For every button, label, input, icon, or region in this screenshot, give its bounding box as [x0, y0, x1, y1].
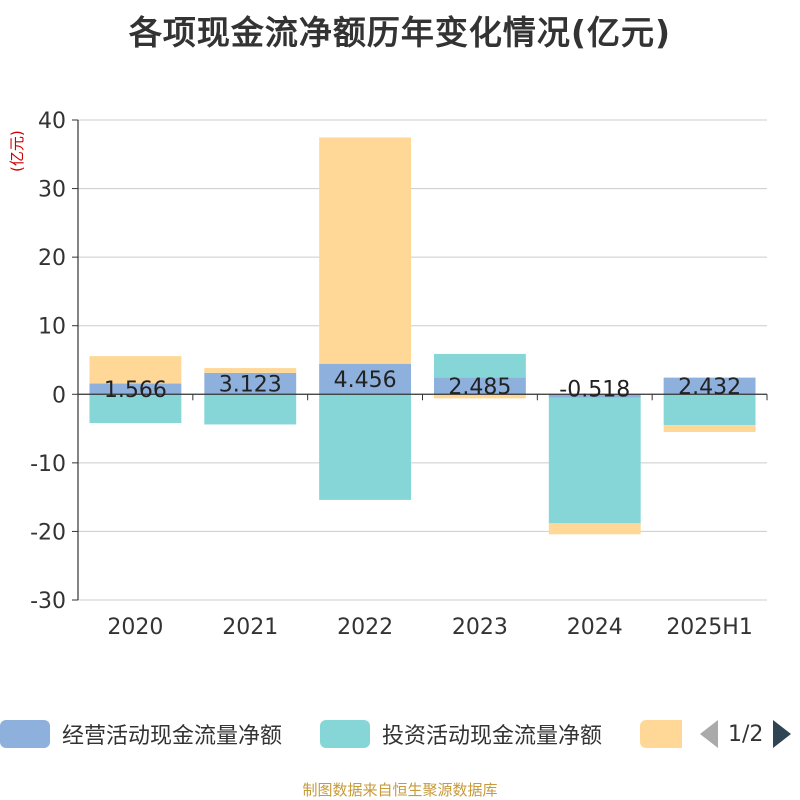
legend-item-investing[interactable]: 投资活动现金流量净额: [320, 716, 602, 752]
data-label: 2.485: [448, 375, 511, 400]
data-label: 2.432: [678, 375, 741, 400]
legend: 经营活动现金流量净额 投资活动现金流量净额 1/2: [0, 716, 800, 756]
next-page-icon[interactable]: [773, 720, 792, 748]
y-tick-label: 20: [38, 246, 66, 271]
bar-series-2-2022: [319, 137, 412, 364]
legend-swatch-investing: [320, 720, 370, 748]
chart-title: 各项现金流净额历年变化情况(亿元): [128, 13, 672, 52]
legend-pager: 1/2: [700, 716, 792, 752]
bar-series-2-2025H1: [663, 425, 756, 432]
grid-lines: [78, 119, 767, 601]
y-tick-label: 40: [38, 109, 66, 134]
bar-series-1-2025H1: [663, 394, 756, 426]
bar-series-2-2020: [89, 356, 182, 384]
y-tick-label: -30: [30, 589, 66, 614]
axes: 40 30 20 10 0 -10 -20 -30 2020 2021 2022 2023 2024 20…: [30, 109, 768, 640]
legend-swatch-operating: [0, 720, 50, 748]
data-labels: 1.566 3.123 4.456 2.485 -0.518 2.432: [104, 368, 741, 403]
y-tick-label: 30: [38, 178, 66, 203]
x-tick-label: 2021: [222, 615, 278, 640]
x-tick-label: 2024: [567, 615, 623, 640]
legend-swatch-third: [640, 720, 682, 748]
bar-series-2-2024: [548, 523, 641, 535]
data-label: 4.456: [334, 368, 397, 393]
y-tick-label: 0: [52, 383, 66, 408]
x-tick-label: 2022: [337, 615, 393, 640]
y-tick-label: -20: [30, 520, 66, 545]
previous-page-icon[interactable]: [700, 720, 718, 748]
legend-label-operating: 经营活动现金流量净额: [62, 724, 283, 749]
bar-series-1-2020: [89, 394, 182, 424]
data-source-footer: 制图数据来自恒生聚源数据库: [302, 781, 498, 799]
legend-page-indicator: 1/2: [728, 721, 764, 747]
bar-series-1-2021: [204, 394, 297, 425]
legend-item-third[interactable]: [640, 716, 682, 752]
x-tick-label: 2023: [452, 615, 508, 640]
y-tick-label: 10: [38, 315, 66, 340]
y-tick-label: -10: [30, 452, 66, 477]
legend-label-investing: 投资活动现金流量净额: [382, 724, 603, 749]
bar-series-0-2022: [319, 363, 412, 395]
data-label: 1.566: [104, 378, 167, 403]
legend-item-operating[interactable]: 经营活动现金流量净额: [0, 716, 282, 752]
x-tick-label: 2020: [107, 615, 163, 640]
bar-series-0-2021: [204, 372, 297, 395]
bar-series-2-2021: [204, 368, 297, 373]
bar-series-0-2024: [548, 394, 641, 398]
bar-series-0-2020: [89, 383, 182, 395]
bar-series-1-2023: [433, 353, 526, 378]
bars: [89, 137, 756, 535]
bar-series-2-2023: [433, 394, 526, 399]
bar-series-1-2022: [319, 394, 412, 500]
bar-series-0-2023: [433, 377, 526, 395]
data-label: -0.518: [559, 377, 630, 402]
bar-series-0-2025H1: [663, 377, 756, 395]
data-label: 3.123: [219, 373, 282, 398]
x-tick-label: 2025H1: [666, 615, 753, 640]
bar-series-1-2024: [548, 397, 641, 524]
